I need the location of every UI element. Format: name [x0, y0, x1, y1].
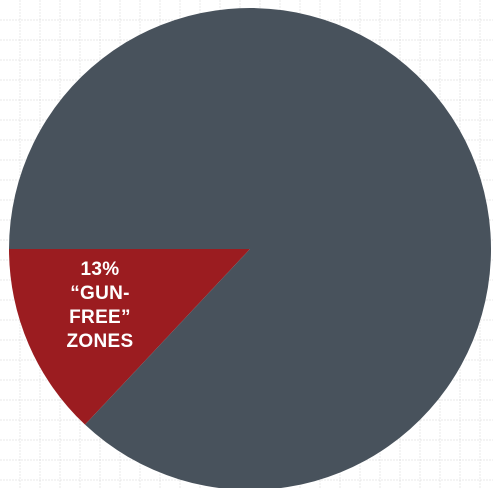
slice-label-line-1: “GUN- [70, 283, 130, 304]
pie-slice-other [9, 8, 491, 488]
slice-label-line-3: ZONES [66, 331, 134, 352]
slice-label-line-2: FREE” [69, 307, 131, 328]
pie-slice-gun-free-zones [9, 249, 250, 425]
gun-free-zones-slice-label: 13% “GUN- FREE” ZONES [44, 258, 156, 354]
pie-slices [9, 8, 491, 488]
slice-percent-label: 13% [80, 259, 120, 280]
